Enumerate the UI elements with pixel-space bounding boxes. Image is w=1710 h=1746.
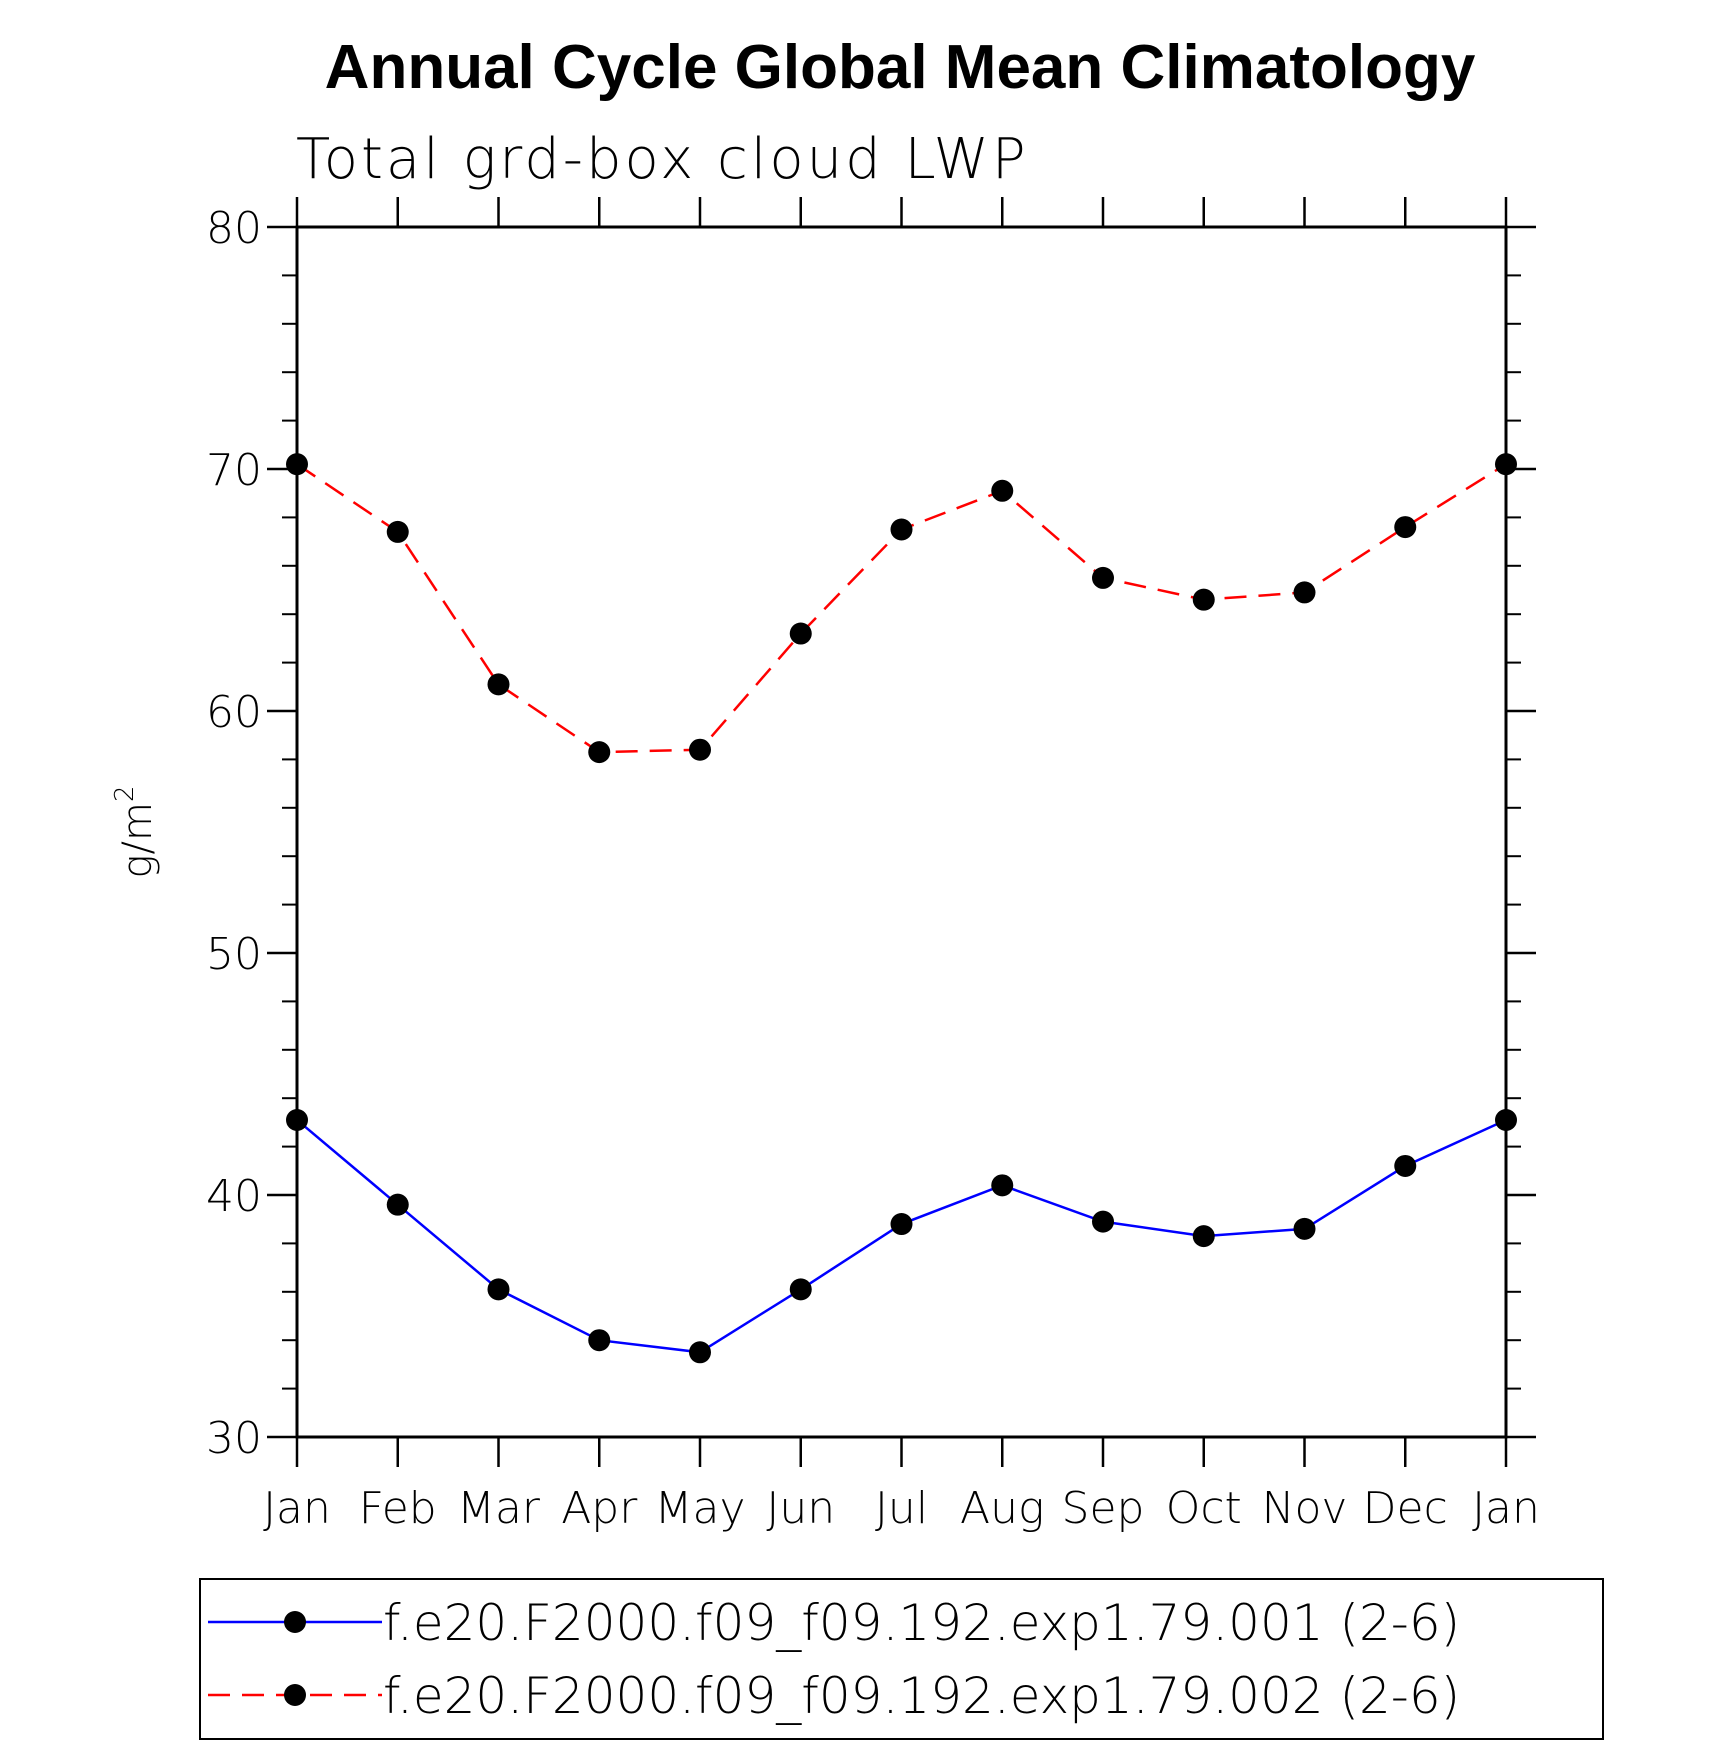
x-tick-label: Feb [359,1483,437,1534]
x-tick-label: Jan [263,1483,331,1534]
series-2-point [487,673,510,696]
legend: f.e20.F2000.f09_f09.192.exp1.79.001 (2-6… [199,1578,1604,1740]
series-1-point [487,1278,510,1301]
series-1-point [991,1174,1014,1197]
series-2-point [991,479,1014,502]
series-2-line [296,463,1507,754]
y-axis-label: g/m2 [110,786,161,879]
series-1-point [1192,1225,1215,1248]
x-tick-label: Oct [1166,1483,1242,1534]
series-2-point [386,520,409,543]
x-tick-label: Nov [1262,1483,1348,1534]
x-tick-label: Apr [561,1483,638,1534]
x-tick-label: Jul [875,1483,928,1534]
series-2-point [789,622,812,645]
y-tick-label: 60 [206,687,262,738]
series-1-point [1092,1210,1114,1233]
legend-label-series-2: f.e20.F2000.f09_f09.192.exp1.79.002 (2-6… [383,1667,1460,1725]
series-2-point [890,518,913,541]
series-2-point [689,738,711,761]
y-axis-label-unit: g/m [115,802,161,878]
series-1-point [1495,1108,1517,1131]
series-1-point [286,1108,308,1131]
chart-title: Annual Cycle Global Mean Climatology [325,33,1476,102]
series-1-point [1293,1217,1316,1240]
x-tick-label: Dec [1363,1483,1448,1534]
x-tick-label: Sep [1062,1483,1145,1534]
series-2-point [588,741,611,764]
legend-marker-series-2 [284,1684,306,1706]
x-tick-label: Mar [457,1483,541,1534]
y-axis-label-exponent: 2 [110,786,140,803]
y-tick-label: 80 [206,203,262,254]
series-1 [286,1108,1517,1364]
x-tick-label: Jun [766,1483,835,1534]
y-tick-label: 70 [206,445,262,496]
plot-frame [295,225,1508,1439]
y-tick-label: 40 [206,1171,262,1222]
y-tick-label: 30 [206,1413,262,1464]
series-1-point [689,1341,711,1364]
series-1-point [789,1278,812,1301]
series-2-point [1293,581,1316,604]
x-tick-label: May [655,1483,746,1534]
axis-ticks: 30 40 50 60 70 80 Jan Feb Mar Apr May Jun Jul Aug Sep O… [206,197,1540,1534]
series-2-point [1495,453,1517,476]
legend-box [199,1578,1604,1740]
x-tick-label: Jan [1472,1483,1540,1534]
series-2-point [286,453,308,476]
series-1-point [386,1193,409,1216]
series-2-point [1394,516,1417,539]
series-1-point [890,1213,913,1236]
series-2-point [1092,566,1114,589]
series-1-point [1394,1154,1417,1177]
y-tick-label: 50 [206,929,262,980]
series-1-line [296,1118,1507,1354]
chart-subtitle: Total grd-box cloud LWP [296,127,1029,192]
series-1-point [588,1329,611,1352]
series-layer [286,453,1517,1364]
legend-marker-series-1 [284,1611,306,1633]
series-2 [286,453,1517,764]
legend-label-series-1: f.e20.F2000.f09_f09.192.exp1.79.001 (2-6… [383,1594,1460,1652]
x-tick-label: Aug [960,1483,1044,1534]
series-2-point [1192,588,1215,611]
